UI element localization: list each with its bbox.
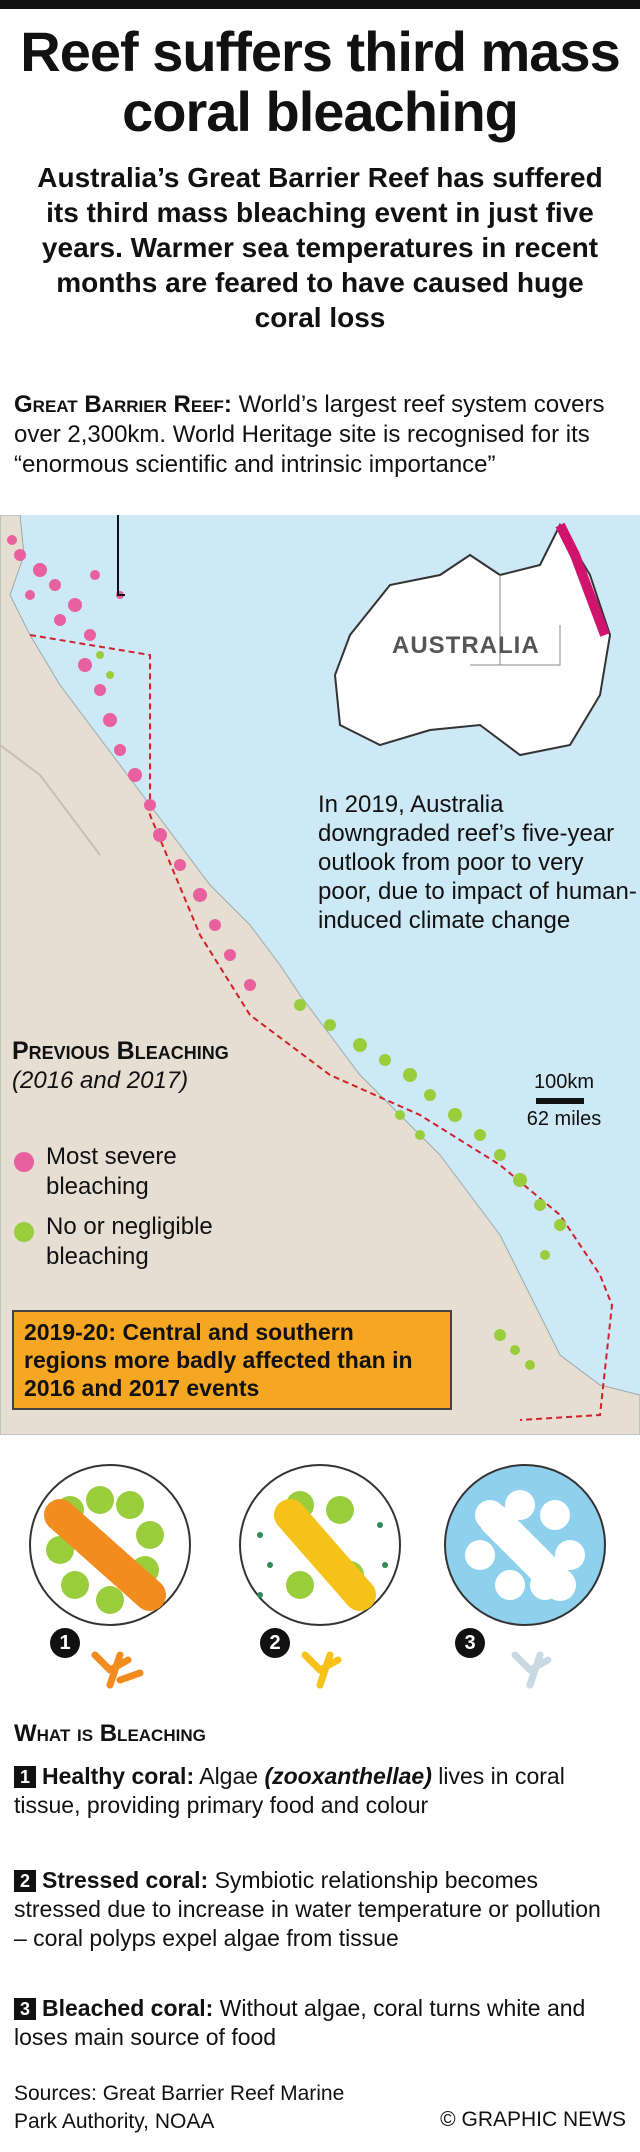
stressed-coral-polyp — [239, 1464, 401, 1689]
legend-subtitle: (2016 and 2017) — [12, 1067, 189, 1094]
scale-km: 100km — [533, 1071, 595, 1093]
page-title: Reef suffers third mass coral bleaching — [20, 20, 620, 143]
leader-line — [117, 515, 125, 596]
bleached-coral-polyp — [444, 1464, 606, 1689]
gbr-heading: Great Barrier Reef: — [14, 391, 232, 418]
marker-1: 1 — [50, 1628, 80, 1658]
gbr-description: Great Barrier Reef: World’s largest reef… — [14, 390, 624, 480]
gbr-text: World’s largest reef system covers over … — [14, 391, 605, 478]
step-3-num: 3 — [14, 1998, 36, 2020]
marker-2: 2 — [260, 1628, 290, 1658]
legend-negligible-swatch — [14, 1222, 34, 1242]
mainland — [0, 515, 640, 1435]
legend-title: Previous Bleaching — [12, 1037, 229, 1065]
step-3: 3 Bleached coral: Without algae, coral tu… — [14, 1994, 614, 2052]
step-2-title: Stressed coral: — [42, 1867, 209, 1893]
top-rule — [0, 0, 640, 9]
marine-park-boundary — [29, 634, 614, 1421]
healthy-coral-polyp — [29, 1464, 191, 1689]
step-2: 2 Stressed coral: Symbiotic relationship … — [14, 1866, 614, 1953]
intro-text: Australia’s Great Barrier Reef has suffe… — [37, 162, 603, 333]
legend: Previous Bleaching (2016 and 2017) — [12, 1036, 272, 1096]
inset-reef-highlight — [555, 522, 610, 637]
marker-3: 3 — [455, 1628, 485, 1658]
severe-bleaching-dots — [7, 535, 256, 991]
step-3-text: Without algae, coral turns white and los… — [14, 1995, 586, 2050]
reef-map — [0, 515, 640, 1435]
step-2-num: 2 — [14, 1870, 36, 1892]
scale-bar — [536, 1098, 584, 1104]
scale-miles: 62 miles — [526, 1108, 602, 1130]
inset-australia-label: AUSTRALIA — [392, 632, 540, 659]
step-1-text-b: lives in coral tissue, providing primary… — [14, 1763, 565, 1818]
step-3-title: Bleached coral: — [42, 1995, 214, 2021]
step-2-text: Symbiotic relationship becomes stressed … — [14, 1867, 601, 1951]
step-1-title: Healthy coral: — [42, 1763, 195, 1789]
step-1-text-a: Algae — [194, 1763, 265, 1789]
step-1: 1 Healthy coral: Algae (zooxanthellae) li… — [14, 1762, 614, 1820]
what-is-bleaching-heading: What is Bleaching — [14, 1720, 206, 1747]
australia-inset — [333, 522, 612, 757]
land-contour — [0, 744, 101, 856]
inset-borders — [470, 575, 561, 666]
callout-2019-20: 2019-20: Central and southern regions mo… — [12, 1310, 452, 1410]
legend-severe-label: Most severe bleaching — [46, 1143, 177, 1200]
legend-negligible-label: No or negligible bleaching — [46, 1213, 213, 1270]
step-1-num: 1 — [14, 1766, 36, 1788]
negligible-bleaching-dots — [96, 651, 566, 1370]
outlook-note: In 2019, Australia downgraded reef’s fiv… — [318, 791, 637, 934]
coral-illustrations — [29, 1464, 606, 1689]
credit: © GRAPHIC NEWS — [440, 2108, 626, 2131]
legend-severe-swatch — [14, 1152, 34, 1172]
step-1-italic: (zooxanthellae) — [264, 1763, 432, 1789]
sources: Sources: Great Barrier Reef Marine Park … — [14, 2082, 345, 2133]
